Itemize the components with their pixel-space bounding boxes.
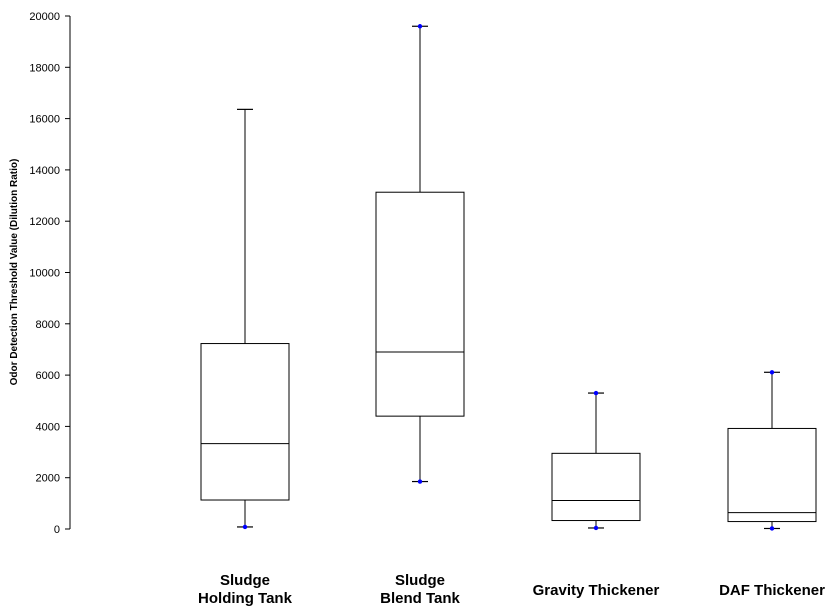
max-point [769, 370, 775, 375]
y-tick-label: 12000 [29, 216, 60, 228]
boxes [200, 24, 817, 531]
max-point [593, 390, 599, 396]
category-label: Sludge [220, 572, 270, 589]
y-tick-label: 16000 [29, 114, 60, 126]
min-point [417, 479, 423, 484]
iqr-box [375, 191, 465, 417]
y-tick-label: 0 [54, 524, 60, 536]
category-label: Blend Tank [380, 590, 460, 607]
y-tick-label: 2000 [36, 473, 60, 485]
y-tick-label: 8000 [36, 319, 60, 331]
category-label: Gravity Thickener [533, 582, 660, 599]
box-group [375, 24, 465, 484]
box-group [200, 108, 290, 530]
min-point [242, 524, 248, 530]
y-tick-label: 6000 [36, 370, 60, 382]
min-point [593, 525, 599, 531]
iqr-box [727, 427, 817, 523]
y-tick-label: 14000 [29, 165, 60, 177]
iqr-box [200, 343, 290, 501]
y-tick-label: 4000 [36, 421, 60, 433]
y-axis-title: Odor Detection Threshold Value (Dilution… [9, 159, 20, 386]
category-label: Sludge [395, 572, 445, 589]
min-point [769, 526, 775, 531]
box-group [727, 370, 817, 531]
box-group [551, 390, 641, 531]
iqr-box [551, 452, 641, 522]
max-point [417, 24, 423, 29]
category-label: DAF Thickener [719, 582, 825, 599]
y-tick-label: 20000 [29, 11, 60, 23]
y-axis: 0 2000 4000 6000 8000 10000 12000 14000 16000 180… [29, 11, 71, 536]
y-tick-label: 18000 [29, 62, 60, 74]
category-label: Holding Tank [198, 590, 293, 607]
y-tick-label: 10000 [29, 268, 60, 280]
